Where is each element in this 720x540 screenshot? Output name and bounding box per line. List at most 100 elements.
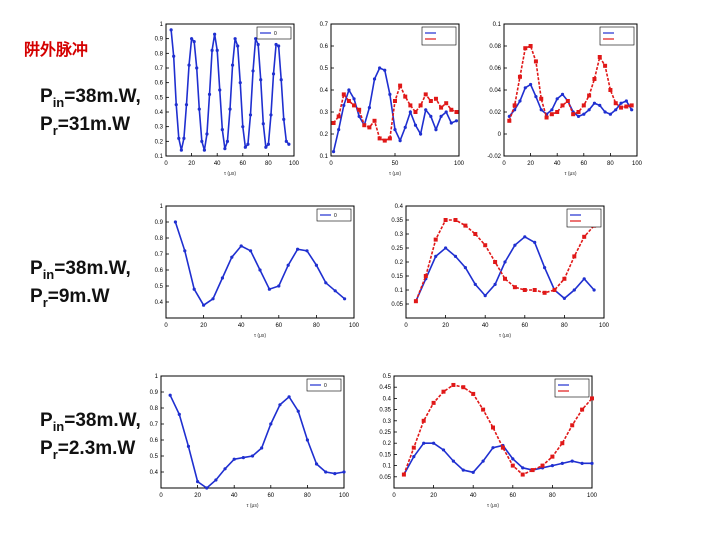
data-point-blue <box>182 136 186 140</box>
y-tick-label: 0.4 <box>155 300 164 306</box>
data-point-red <box>403 94 408 99</box>
data-point-blue <box>603 110 607 114</box>
data-point-blue <box>220 276 224 280</box>
data-point-red <box>582 234 587 239</box>
data-point-blue <box>277 44 281 48</box>
data-point-blue <box>413 123 418 127</box>
data-point-blue <box>238 81 242 85</box>
data-point-red <box>550 454 555 459</box>
data-point-blue <box>267 287 271 291</box>
legend-box <box>554 378 590 398</box>
data-point-blue <box>210 48 214 52</box>
data-point-blue <box>192 287 196 291</box>
data-point-blue <box>177 412 181 416</box>
data-point-red <box>421 418 426 423</box>
x-tick-label: 80 <box>607 161 614 167</box>
y-tick-label: -0.02 <box>487 154 501 160</box>
data-point-blue <box>529 82 533 87</box>
data-point-red <box>471 391 476 396</box>
data-point-red <box>453 218 458 222</box>
x-tick-label: 60 <box>580 161 587 167</box>
data-point-blue <box>393 128 397 132</box>
data-point-blue <box>614 108 618 112</box>
data-point-blue <box>279 78 283 82</box>
y-tick-label: 0.2 <box>383 441 392 447</box>
data-point-blue <box>419 132 423 136</box>
data-point-blue <box>398 139 402 143</box>
y-tick-label: 0.6 <box>155 268 164 274</box>
y-tick-label: 0.5 <box>155 284 164 290</box>
data-point-blue <box>550 108 554 112</box>
data-point-red <box>428 99 433 103</box>
x-tick-label: 100 <box>599 323 610 329</box>
data-point-red <box>619 105 624 110</box>
x-tick-label: 100 <box>349 323 360 329</box>
data-point-red <box>463 223 468 228</box>
data-point-red <box>542 290 547 295</box>
data-point-red <box>443 218 448 222</box>
y-tick-label: 1 <box>155 374 159 380</box>
y-tick-label: 0.1 <box>383 464 392 470</box>
series-line-red <box>403 384 593 476</box>
y-tick-label: 0.7 <box>155 252 164 258</box>
legend-label: 0 <box>334 213 337 219</box>
chart-row3-right: 0 20 40 60 80 100 0.05 0.1 0.15 0.2 0.25 0.3 0.35 0.4… <box>379 374 597 509</box>
data-point-blue <box>225 139 230 143</box>
data-point-red <box>539 96 544 101</box>
x-axis-label: τ (μs) <box>487 503 499 509</box>
y-tick-label: 0 <box>498 132 502 138</box>
y-tick-label: 1 <box>160 22 164 28</box>
data-point-blue <box>305 438 309 442</box>
data-point-red <box>512 285 517 290</box>
data-point-red <box>581 103 586 108</box>
data-point-blue <box>264 145 268 149</box>
series-line-blue <box>169 394 345 490</box>
data-point-blue <box>187 63 191 67</box>
y-tick-label: 0.06 <box>489 66 501 72</box>
data-point-red <box>473 232 478 236</box>
data-point-blue <box>624 99 628 103</box>
data-point-blue <box>324 281 328 285</box>
x-tick-label: 20 <box>442 323 449 329</box>
y-tick-label: 0.8 <box>155 51 164 57</box>
legend-box <box>316 208 352 222</box>
data-point-blue <box>228 107 232 111</box>
data-point-blue <box>513 108 517 112</box>
data-point-blue <box>183 249 187 253</box>
x-tick-label: 0 <box>404 323 408 329</box>
data-point-blue <box>367 106 371 110</box>
data-point-blue <box>205 486 209 490</box>
data-point-blue <box>232 457 236 461</box>
x-tick-label: 60 <box>239 161 246 167</box>
data-point-blue <box>197 107 201 111</box>
power-label-row3: Pin=38m.W, Pr=2.3m.W <box>40 410 141 462</box>
y-tick-label: 0.35 <box>391 218 403 224</box>
data-point-blue <box>523 235 527 239</box>
x-tick-label: 100 <box>632 161 643 167</box>
data-point-blue <box>173 220 177 224</box>
x-tick-label: 40 <box>470 493 477 499</box>
x-tick-label: 20 <box>188 161 195 167</box>
data-point-blue <box>461 468 465 472</box>
y-tick-label: 0.1 <box>320 154 329 160</box>
data-point-blue <box>287 395 291 399</box>
data-point-blue <box>223 147 227 151</box>
data-point-blue <box>580 461 584 465</box>
data-point-blue <box>513 243 517 247</box>
data-point-blue <box>333 472 337 476</box>
data-point-red <box>461 385 466 390</box>
data-point-red <box>423 274 428 278</box>
data-point-blue <box>246 142 250 146</box>
data-point-blue <box>269 113 273 117</box>
data-point-blue <box>555 97 559 101</box>
data-point-blue <box>383 68 387 72</box>
legend-label: 0 <box>324 383 327 389</box>
data-point-red <box>439 105 444 110</box>
data-point-blue <box>534 95 538 99</box>
data-point-blue <box>256 42 260 47</box>
data-point-red <box>560 103 565 108</box>
data-point-blue <box>254 37 258 41</box>
data-point-blue <box>630 108 634 112</box>
data-point-red <box>522 288 527 292</box>
